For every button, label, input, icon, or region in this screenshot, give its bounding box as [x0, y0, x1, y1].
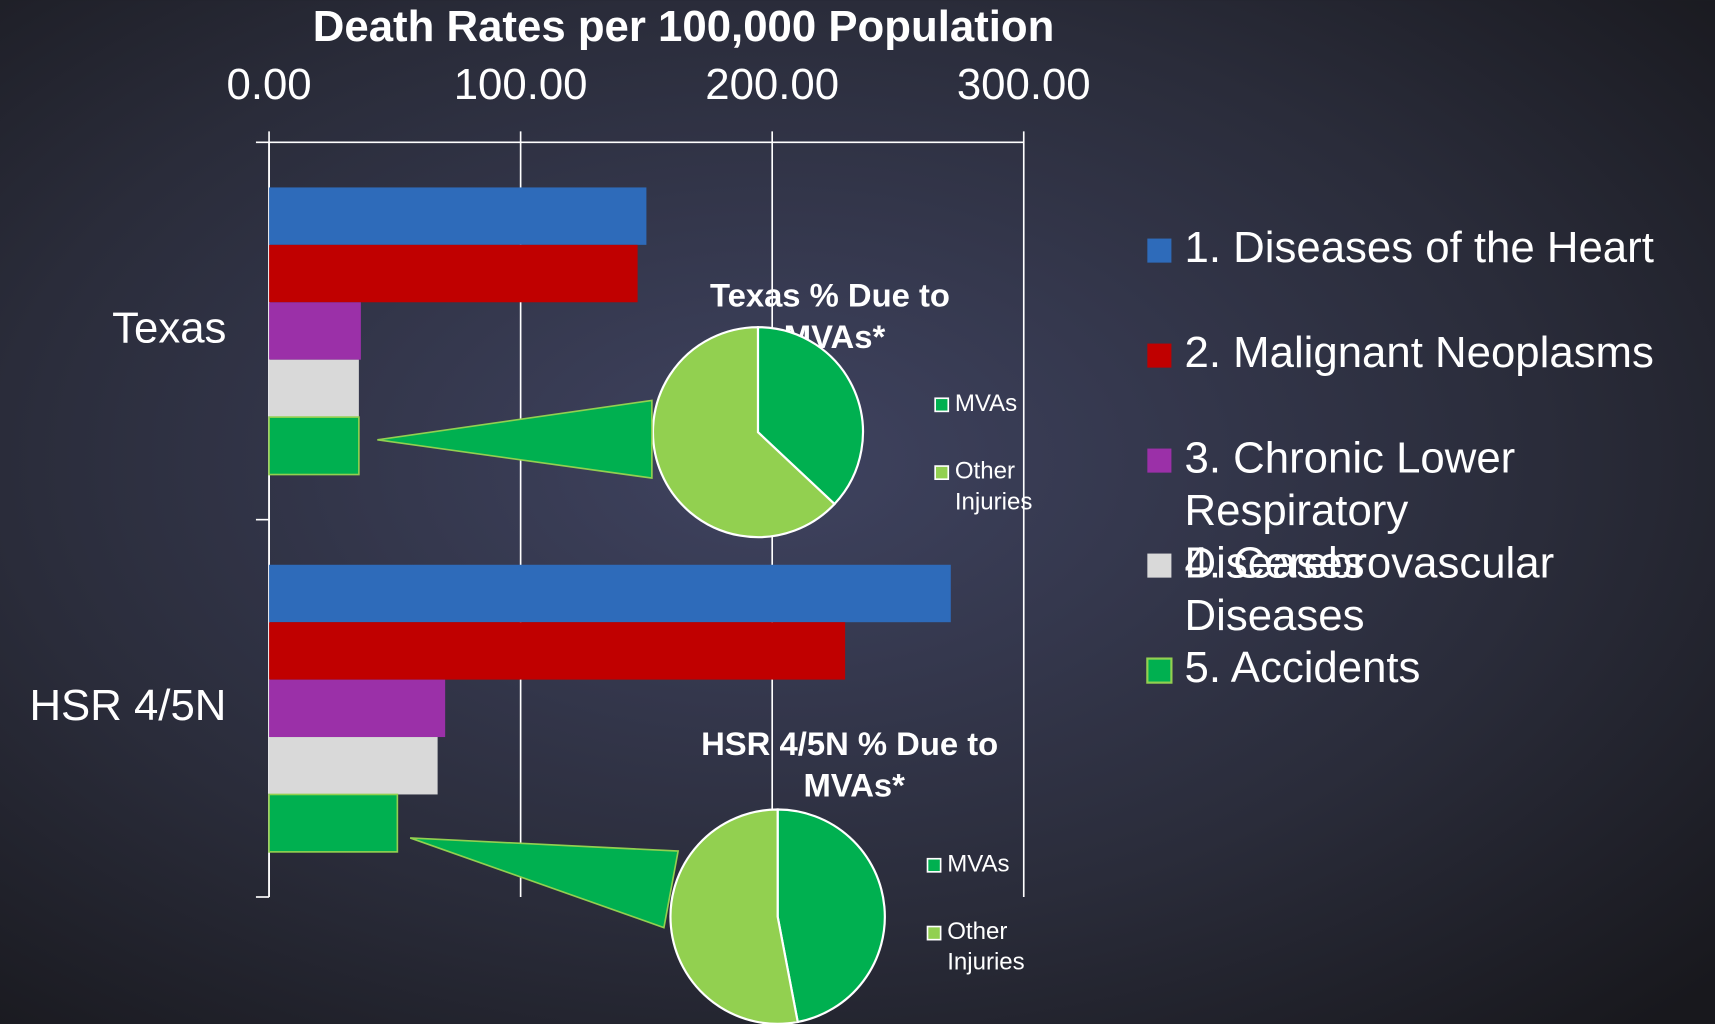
legend-swatch [926, 857, 942, 873]
legend-label: 2. Malignant Neoplasms [1185, 328, 1654, 377]
bar [268, 793, 399, 853]
legend-label: 4. Cerebrovascular Diseases [1185, 538, 1567, 640]
y-tick-label: Texas [112, 304, 226, 353]
pie-slice [776, 808, 886, 1024]
bar [269, 679, 446, 738]
chart-title: Death Rates per 100,000 Population [313, 2, 1055, 51]
bar [269, 187, 647, 245]
legend-swatch [1147, 553, 1172, 578]
plot: 0.00 100.00 200.00 300.00 Texas HSR 4/5N 1. Di… [29, 60, 1654, 1024]
pie-slice [669, 808, 800, 1024]
x-tick-label: 100.00 [454, 60, 588, 109]
x-tick-label: 300.00 [957, 60, 1091, 109]
pie-title: HSR 4/5N % Due to MVAs* [701, 725, 1007, 804]
legend-label: MVAs [955, 390, 1017, 417]
legend-swatch [1147, 343, 1172, 368]
bar [269, 302, 361, 360]
legend-label: 5. Accidents [1185, 643, 1421, 692]
bar [269, 622, 846, 680]
x-tick-label: 0.00 [226, 60, 311, 109]
bar [268, 416, 360, 476]
connector [377, 399, 653, 480]
x-tick-label: 200.00 [705, 60, 839, 109]
legend-label: MVAs [947, 851, 1009, 878]
bar [269, 737, 438, 795]
legend-label: 3. Chronic Lower Respiratory Diseases [1185, 433, 1528, 587]
legend-label: Other Injuries [947, 918, 1025, 976]
legend-swatch [934, 465, 950, 481]
legend-swatch [1147, 238, 1172, 263]
y-tick-label: HSR 4/5N [29, 681, 226, 730]
connector [409, 837, 680, 929]
bar [269, 359, 359, 418]
bar [269, 244, 638, 303]
pie-slice [756, 326, 865, 506]
legend-swatch [934, 397, 950, 413]
legend-label: 1. Diseases of the Heart [1185, 223, 1654, 272]
legend-swatch [1147, 448, 1172, 473]
legend-swatch [1146, 657, 1173, 684]
legend-swatch [926, 925, 942, 941]
pie-slice [651, 326, 837, 539]
legend-label: Other Injuries [955, 458, 1033, 516]
bar [269, 564, 951, 623]
